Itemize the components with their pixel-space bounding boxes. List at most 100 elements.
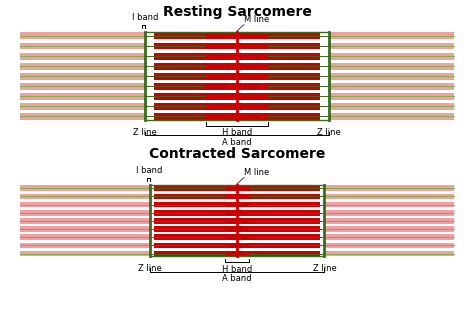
Bar (206, 43, 268, 50)
Bar (206, 52, 268, 59)
Bar (19, 93, 145, 100)
Bar (225, 218, 249, 224)
Text: Z line: Z line (133, 128, 157, 137)
Bar (155, 218, 319, 224)
Bar (155, 33, 319, 40)
Bar (19, 234, 150, 240)
Bar (225, 251, 249, 257)
Bar (324, 234, 455, 240)
Bar (324, 251, 455, 257)
Bar (206, 43, 268, 50)
Bar (155, 243, 319, 248)
Bar (206, 93, 268, 100)
Bar (324, 194, 455, 199)
Bar (19, 73, 145, 80)
Text: I band: I band (137, 166, 163, 175)
Bar (19, 202, 150, 207)
Bar (206, 83, 268, 90)
Bar (206, 103, 268, 110)
Bar (19, 226, 150, 232)
Bar (206, 113, 268, 120)
Bar (324, 218, 455, 224)
Bar (19, 33, 145, 40)
Bar (225, 243, 249, 248)
Bar (225, 234, 249, 240)
Bar (155, 103, 319, 110)
Bar (155, 234, 319, 240)
Bar (155, 202, 319, 207)
Bar (225, 243, 249, 248)
Bar (206, 113, 268, 120)
Text: A band: A band (222, 137, 252, 147)
Bar (324, 210, 455, 216)
Bar (19, 43, 145, 50)
Text: Z line: Z line (312, 264, 337, 273)
Text: M line: M line (244, 167, 269, 177)
Bar (225, 251, 249, 257)
Bar (225, 234, 249, 240)
Bar (155, 83, 319, 90)
Text: H band: H band (222, 128, 252, 137)
Text: I band: I band (132, 13, 158, 22)
Bar (329, 73, 455, 80)
Bar (329, 63, 455, 70)
Bar (329, 93, 455, 100)
Bar (329, 83, 455, 90)
Bar (155, 210, 319, 216)
Bar (206, 73, 268, 80)
Bar (155, 73, 319, 80)
Bar (206, 93, 268, 100)
Bar (225, 202, 249, 207)
Bar (225, 194, 249, 199)
Text: Z line: Z line (317, 128, 341, 137)
Text: M line: M line (244, 15, 269, 24)
Bar (155, 63, 319, 70)
Text: Resting Sarcomere: Resting Sarcomere (163, 5, 311, 19)
Bar (155, 185, 319, 191)
Bar (206, 33, 268, 40)
Bar (329, 52, 455, 59)
Bar (225, 185, 249, 191)
Bar (155, 52, 319, 59)
Bar (225, 226, 249, 232)
Bar (206, 52, 268, 59)
Bar (324, 226, 455, 232)
Bar (206, 33, 268, 40)
Bar (155, 251, 319, 257)
Bar (329, 113, 455, 120)
Bar (225, 202, 249, 207)
Bar (225, 210, 249, 216)
Text: Contracted Sarcomere: Contracted Sarcomere (149, 147, 325, 161)
Text: A band: A band (222, 274, 252, 283)
Bar (19, 251, 150, 257)
Bar (225, 194, 249, 199)
Bar (19, 210, 150, 216)
Text: H band: H band (222, 265, 252, 274)
Bar (225, 226, 249, 232)
Bar (206, 103, 268, 110)
Bar (155, 93, 319, 100)
Bar (19, 218, 150, 224)
Bar (19, 52, 145, 59)
Bar (19, 83, 145, 90)
Bar (329, 43, 455, 50)
Bar (19, 63, 145, 70)
Bar (155, 43, 319, 50)
Bar (329, 33, 455, 40)
Bar (19, 194, 150, 199)
Bar (324, 202, 455, 207)
Bar (155, 226, 319, 232)
Text: Z line: Z line (137, 264, 162, 273)
Bar (155, 113, 319, 120)
Bar (225, 218, 249, 224)
Bar (19, 103, 145, 110)
Bar (225, 185, 249, 191)
Bar (206, 63, 268, 70)
Bar (19, 113, 145, 120)
Bar (225, 210, 249, 216)
Bar (206, 63, 268, 70)
Bar (324, 243, 455, 248)
Bar (19, 185, 150, 191)
Bar (155, 194, 319, 199)
Bar (324, 185, 455, 191)
